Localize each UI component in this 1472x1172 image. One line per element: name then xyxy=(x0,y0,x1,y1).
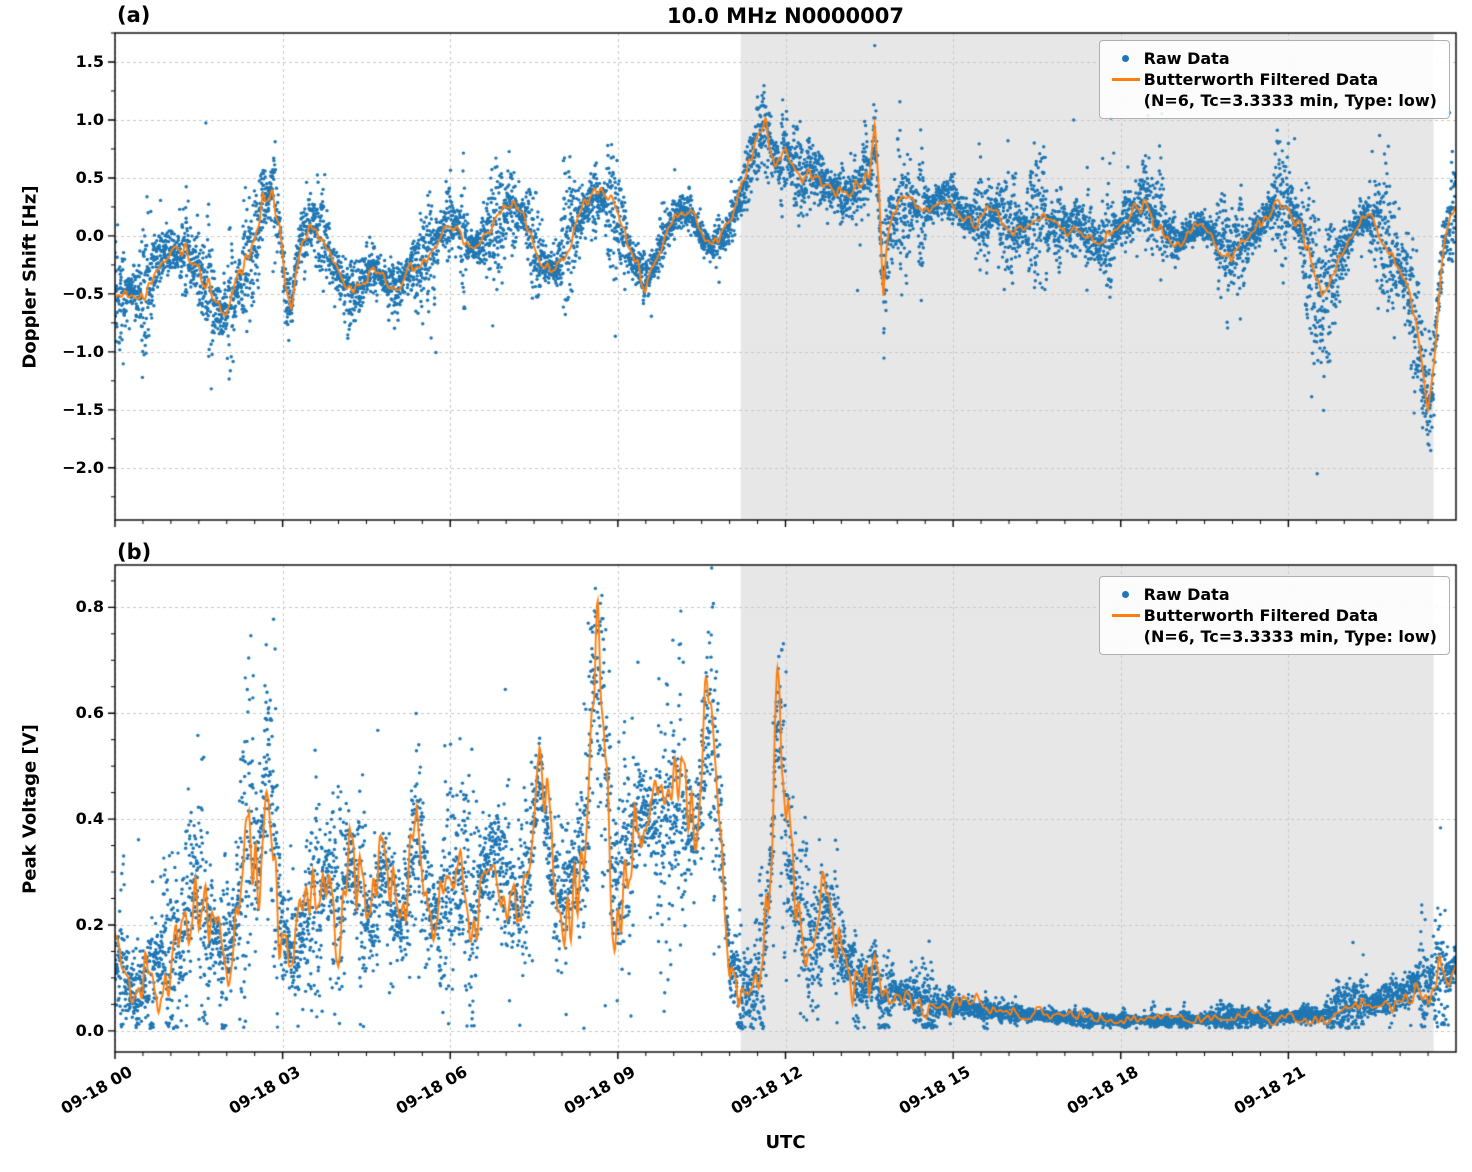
raw-data-marker-icon xyxy=(1108,591,1144,598)
legend-filtered-label: Butterworth Filtered Data xyxy=(1143,606,1379,625)
y-tick-label: 1.5 xyxy=(75,51,104,71)
legend-panel-b: Raw Data Butterworth Filtered Data (N=6,… xyxy=(1098,576,1450,655)
y-tick-label: −1.5 xyxy=(62,399,104,419)
chart-title: 10.0 MHz N0000007 xyxy=(667,4,904,28)
legend-raw-label: Raw Data xyxy=(1143,585,1230,604)
legend-panel-a: Raw Data Butterworth Filtered Data (N=6,… xyxy=(1098,40,1450,119)
legend-filtered-detail: (N=6, Tc=3.3333 min, Type: low) xyxy=(1143,627,1437,646)
y-tick-label: 0.5 xyxy=(75,167,104,187)
filtered-line-marker-icon xyxy=(1108,614,1144,617)
panel-b-label: (b) xyxy=(117,540,152,564)
panel-a-label: (a) xyxy=(117,3,151,27)
legend-item-raw: Raw Data xyxy=(1108,584,1437,605)
legend-raw-label: Raw Data xyxy=(1143,49,1230,68)
y-tick-label: −0.5 xyxy=(62,283,104,303)
legend-item-filtered-detail: (N=6, Tc=3.3333 min, Type: low) xyxy=(1108,90,1437,111)
y-tick-label: −2.0 xyxy=(62,457,104,477)
x-axis-label: UTC xyxy=(765,1132,806,1153)
legend-filtered-label: Butterworth Filtered Data xyxy=(1143,70,1379,89)
raw-data-marker-icon xyxy=(1108,55,1144,62)
legend-item-filtered-detail: (N=6, Tc=3.3333 min, Type: low) xyxy=(1108,626,1437,647)
filtered-line-marker-icon xyxy=(1108,78,1144,81)
y-tick-label: 0.0 xyxy=(75,1020,104,1040)
legend-item-filtered: Butterworth Filtered Data xyxy=(1108,69,1437,90)
y-tick-label: 1.0 xyxy=(75,109,104,129)
y-tick-label: 0.6 xyxy=(75,703,104,723)
y-tick-label: 0.2 xyxy=(75,914,104,934)
y-tick-label: −1.0 xyxy=(62,341,104,361)
y-tick-label: 0.8 xyxy=(75,597,104,617)
legend-filtered-detail: (N=6, Tc=3.3333 min, Type: low) xyxy=(1143,91,1437,110)
y-tick-label: 0.4 xyxy=(75,809,104,829)
legend-item-filtered: Butterworth Filtered Data xyxy=(1108,605,1437,626)
y-tick-label: 0.0 xyxy=(75,225,104,245)
legend-item-raw: Raw Data xyxy=(1108,48,1437,69)
